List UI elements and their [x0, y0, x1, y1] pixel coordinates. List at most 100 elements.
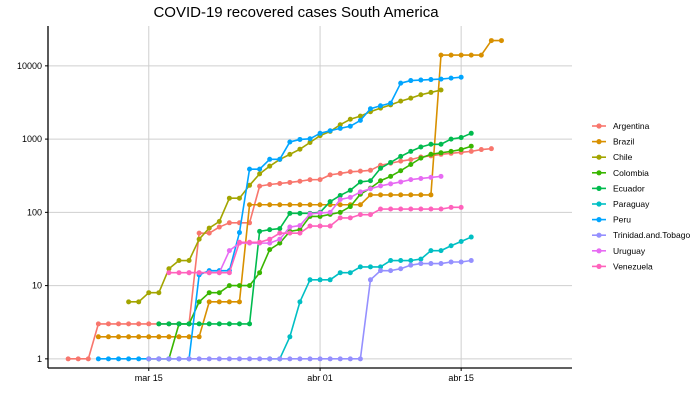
- series-chile: [126, 87, 444, 305]
- data-point-chile: [206, 225, 212, 231]
- data-point-peru: [428, 77, 434, 83]
- data-point-uruguay: [307, 211, 313, 217]
- data-point-argentina: [287, 179, 293, 185]
- data-point-trinidad-and-tobago: [176, 356, 182, 362]
- legend-item-ecuador: Ecuador: [592, 183, 645, 193]
- y-tick-label: 1: [37, 354, 42, 364]
- data-point-uruguay: [408, 177, 414, 183]
- data-point-chile: [428, 89, 434, 95]
- data-point-peru: [438, 76, 444, 82]
- data-point-peru: [95, 356, 101, 362]
- legend-label: Brazil: [613, 137, 634, 147]
- data-point-peru: [448, 75, 454, 81]
- data-point-colombia: [196, 299, 202, 305]
- data-point-brazil: [226, 299, 232, 305]
- data-point-brazil: [428, 192, 434, 198]
- data-point-trinidad-and-tobago: [186, 356, 192, 362]
- data-point-trinidad-and-tobago: [448, 259, 454, 265]
- data-point-colombia: [408, 162, 414, 167]
- data-point-trinidad-and-tobago: [216, 356, 222, 362]
- data-point-colombia: [418, 155, 424, 161]
- data-point-peru: [257, 166, 263, 172]
- legend-swatch-point: [596, 201, 602, 207]
- data-point-venezuela: [337, 215, 343, 221]
- data-point-colombia: [317, 213, 323, 219]
- data-point-uruguay: [287, 224, 293, 230]
- data-point-chile: [216, 219, 222, 224]
- data-point-trinidad-and-tobago: [418, 261, 424, 267]
- series-layer: [65, 38, 504, 362]
- data-point-argentina: [85, 356, 91, 362]
- data-point-peru: [116, 356, 122, 362]
- data-point-peru: [378, 103, 384, 109]
- data-point-paraguay: [297, 299, 303, 305]
- data-point-brazil: [458, 52, 464, 58]
- data-point-chile: [146, 290, 152, 296]
- data-point-trinidad-and-tobago: [378, 268, 384, 274]
- data-point-chile: [438, 87, 444, 93]
- data-point-colombia: [438, 150, 444, 156]
- data-point-ecuador: [176, 321, 182, 327]
- data-point-uruguay: [398, 179, 404, 185]
- data-point-trinidad-and-tobago: [367, 277, 373, 283]
- data-point-venezuela: [428, 206, 434, 212]
- data-point-brazil: [418, 192, 424, 198]
- series-brazil: [95, 38, 504, 340]
- legend-swatch-point: [596, 139, 602, 145]
- data-point-paraguay: [378, 264, 384, 270]
- data-point-brazil: [105, 334, 111, 340]
- data-point-brazil: [287, 202, 293, 208]
- data-point-venezuela: [267, 236, 273, 242]
- data-point-paraguay: [448, 243, 454, 249]
- data-point-chile: [297, 146, 303, 152]
- data-point-venezuela: [408, 206, 414, 212]
- data-point-argentina: [478, 147, 484, 153]
- data-point-brazil: [146, 334, 152, 340]
- data-point-venezuela: [458, 204, 464, 210]
- data-point-chile: [126, 299, 132, 305]
- data-point-peru: [105, 356, 111, 362]
- data-point-peru: [388, 100, 394, 106]
- data-point-brazil: [307, 202, 313, 208]
- data-point-chile: [347, 116, 353, 122]
- data-point-venezuela: [367, 212, 373, 218]
- data-point-uruguay: [347, 194, 353, 200]
- data-point-chile: [136, 299, 142, 305]
- legend-label: Argentina: [613, 121, 650, 131]
- data-point-uruguay: [357, 189, 363, 195]
- data-point-ecuador: [287, 210, 293, 216]
- data-point-ecuador: [196, 321, 202, 327]
- data-point-argentina: [488, 146, 494, 152]
- data-point-argentina: [126, 321, 132, 327]
- legend-label: Peru: [613, 215, 631, 225]
- data-point-venezuela: [398, 206, 404, 212]
- data-point-venezuela: [277, 230, 283, 236]
- data-point-argentina: [65, 356, 71, 362]
- data-point-venezuela: [257, 239, 263, 245]
- grid: [48, 26, 572, 368]
- data-point-ecuador: [378, 165, 384, 171]
- legend-label: Colombia: [613, 168, 649, 178]
- data-point-trinidad-and-tobago: [357, 356, 363, 362]
- data-point-ecuador: [206, 321, 212, 327]
- data-point-argentina: [257, 183, 263, 189]
- data-point-chile: [337, 122, 343, 128]
- data-point-uruguay: [327, 209, 333, 215]
- data-point-peru: [337, 125, 343, 131]
- data-point-paraguay: [347, 270, 353, 276]
- data-point-chile: [357, 113, 363, 119]
- data-point-uruguay: [378, 183, 384, 189]
- data-point-brazil: [216, 299, 222, 305]
- data-point-venezuela: [378, 206, 384, 212]
- series-venezuela: [166, 204, 464, 276]
- data-point-colombia: [257, 270, 263, 276]
- legend-swatch-point: [596, 185, 602, 191]
- data-point-trinidad-and-tobago: [156, 356, 162, 362]
- data-point-venezuela: [388, 206, 394, 212]
- y-tick-label: 10: [32, 281, 42, 291]
- data-point-uruguay: [438, 173, 444, 179]
- data-point-ecuador: [226, 321, 232, 327]
- data-point-chile: [247, 182, 253, 188]
- data-point-colombia: [216, 290, 222, 296]
- data-point-brazil: [95, 334, 101, 340]
